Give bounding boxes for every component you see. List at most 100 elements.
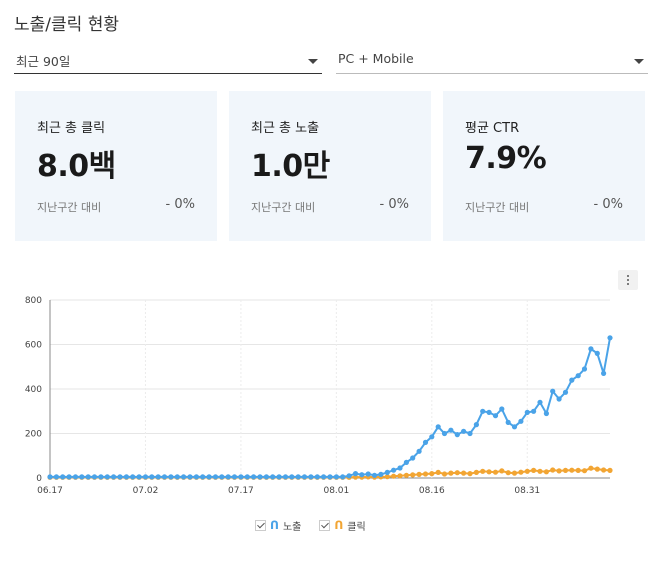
data-point: [225, 474, 231, 480]
data-point: [359, 472, 365, 478]
card-change: - 0%: [379, 197, 409, 212]
card-label: 최근 총 노출: [251, 121, 320, 136]
data-point: [187, 474, 193, 480]
chart-legend: ᑎ 노출 ᑎ 클릭: [255, 518, 366, 533]
device-select-value: PC + Mobile: [338, 51, 414, 66]
data-point: [441, 430, 448, 437]
data-point: [200, 474, 206, 480]
data-point: [492, 413, 499, 419]
y-tick-label: 200: [25, 430, 42, 440]
data-point: [594, 466, 600, 472]
data-point: [403, 472, 409, 478]
data-point: [295, 474, 301, 480]
card-compare-label: 지난구간 대비: [37, 201, 102, 214]
data-point: [91, 474, 98, 480]
data-point: [416, 448, 422, 454]
data-point: [511, 424, 518, 430]
data-point: [289, 474, 295, 480]
data-point: [581, 366, 588, 372]
data-point: [276, 474, 282, 480]
data-point: [581, 468, 588, 474]
average-ctr-card: 평균 CTR 7.9% 지난구간 대비 - 0%: [443, 91, 645, 241]
data-point: [448, 470, 454, 476]
data-point: [410, 472, 416, 478]
data-point: [397, 473, 403, 479]
data-point: [531, 467, 537, 473]
data-point: [556, 396, 562, 402]
card-label: 평균 CTR: [465, 121, 520, 136]
data-point: [104, 474, 110, 480]
data-point: [346, 473, 352, 479]
total-impressions-card: 최근 총 노출 1.0만 지난구간 대비 - 0%: [229, 91, 431, 241]
data-point: [486, 469, 492, 475]
data-point: [505, 470, 511, 476]
data-point: [308, 474, 314, 480]
data-point: [594, 350, 600, 356]
data-point: [575, 467, 581, 473]
card-value: 1.0만: [251, 149, 330, 184]
y-tick-label: 800: [25, 296, 42, 306]
data-point: [327, 474, 333, 480]
data-point: [270, 474, 276, 480]
data-point: [473, 469, 479, 475]
series-swatch-icon: ᑎ: [270, 519, 279, 532]
checkbox-icon[interactable]: [255, 520, 266, 531]
data-point: [524, 409, 530, 415]
data-point: [340, 474, 346, 480]
data-point: [543, 410, 550, 417]
data-point: [473, 422, 479, 428]
data-point: [467, 430, 473, 437]
data-point: [524, 468, 530, 474]
data-point: [397, 465, 403, 471]
data-point: [193, 474, 199, 480]
data-point: [607, 467, 613, 473]
data-point: [238, 474, 244, 480]
data-point: [263, 474, 269, 480]
data-point: [371, 472, 378, 478]
checkbox-icon[interactable]: [319, 520, 331, 531]
data-point: [562, 467, 569, 473]
data-point: [588, 346, 594, 352]
data-point: [251, 474, 257, 480]
data-point: [422, 471, 429, 477]
data-point: [511, 470, 518, 476]
data-point: [117, 474, 123, 480]
legend-item-impressions[interactable]: ᑎ 노출: [255, 518, 301, 533]
data-point: [550, 388, 556, 394]
data-point: [142, 474, 149, 480]
caret-down-icon: [634, 59, 644, 64]
data-point: [467, 471, 473, 477]
x-tick-label: 06.17: [37, 486, 63, 496]
data-point: [206, 474, 212, 480]
data-point: [219, 474, 225, 480]
data-point: [85, 474, 91, 480]
data-point: [543, 469, 550, 475]
data-point: [429, 434, 435, 440]
data-point: [174, 474, 180, 480]
card-change: - 0%: [593, 197, 623, 212]
data-point: [365, 471, 371, 477]
data-point: [321, 474, 327, 480]
period-select[interactable]: 최근 90일: [14, 44, 322, 74]
data-point: [429, 471, 435, 477]
data-point: [72, 474, 79, 480]
data-point: [461, 470, 467, 476]
x-tick-label: 08.01: [323, 486, 349, 496]
data-point: [499, 406, 505, 412]
caret-down-icon: [308, 59, 318, 64]
data-point: [212, 474, 219, 480]
data-point: [123, 474, 129, 480]
data-point: [486, 409, 492, 415]
data-point: [98, 474, 104, 480]
legend-item-clicks[interactable]: ᑎ 클릭: [319, 518, 366, 533]
x-tick-label: 07.17: [228, 486, 254, 496]
data-point: [575, 373, 581, 379]
device-select[interactable]: PC + Mobile: [336, 44, 648, 74]
more-vertical-icon[interactable]: [618, 270, 638, 290]
data-point: [562, 389, 569, 395]
data-point: [480, 408, 486, 414]
data-point: [410, 455, 416, 461]
data-point: [257, 474, 263, 480]
card-label: 최근 총 클릭: [37, 121, 106, 136]
data-point: [448, 427, 454, 433]
